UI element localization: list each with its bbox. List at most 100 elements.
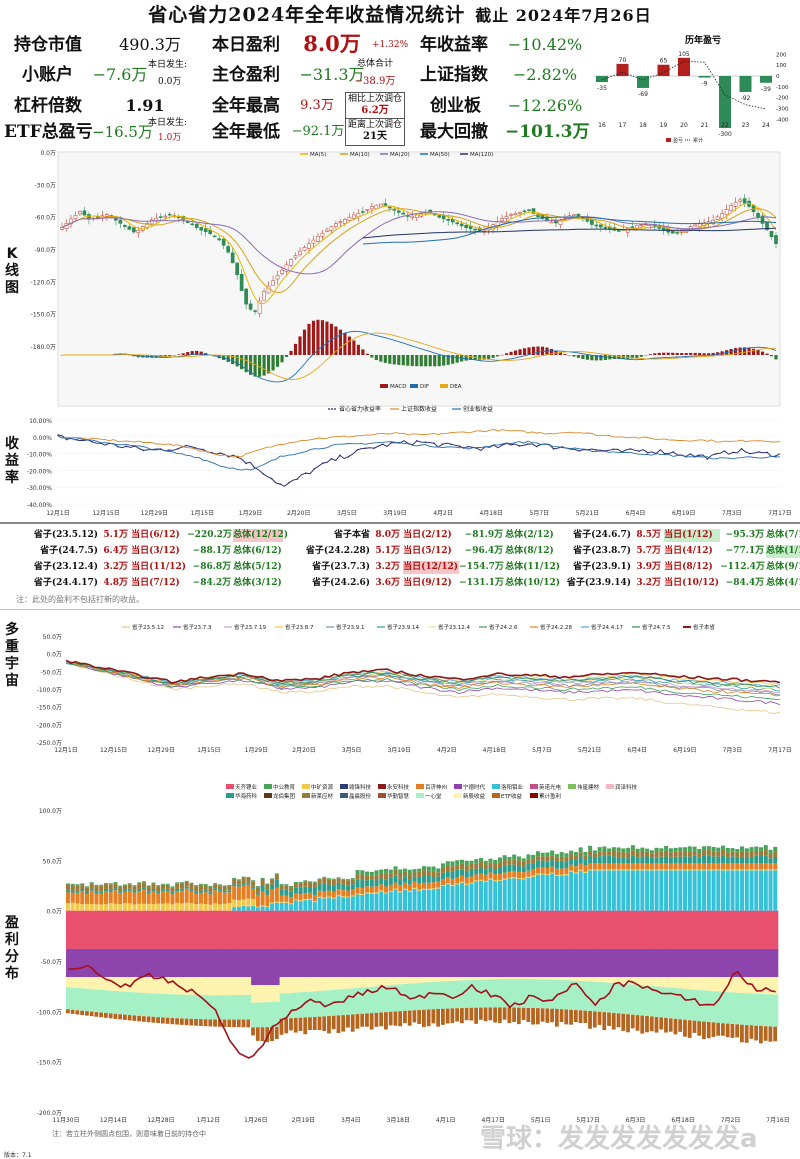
pd-pos-bar (692, 846, 697, 851)
pd-area-seg (94, 910, 100, 949)
pd-pos-bar (222, 890, 227, 893)
pd-area-seg (327, 948, 333, 978)
compare-cell: 省子(24.2.28) 5.1万 当日(5/12) −96.4万 总体(8/12) (292, 545, 555, 558)
pd-area-seg (516, 977, 522, 980)
pd-area-seg (407, 977, 413, 984)
returns-point (304, 472, 307, 474)
pd-area-seg (222, 948, 228, 978)
pd-area-seg (654, 948, 660, 978)
pd-pos-bar (735, 869, 740, 871)
macd-bar (365, 353, 369, 355)
pd-pos-bar (687, 856, 692, 864)
small-today-label: 本日发生: (148, 60, 188, 70)
pd-area-seg (512, 948, 518, 978)
pd-pos-bar (308, 898, 313, 900)
pd-pos-bar (540, 867, 545, 874)
pd-pos-bar (232, 878, 237, 885)
pd-pos-bar (635, 869, 640, 871)
candle-body (235, 262, 239, 276)
pd-area-seg (251, 985, 257, 1003)
pd-etf-bar (697, 1021, 702, 1036)
pd-pos-bar (217, 904, 222, 911)
pd-area-seg (759, 994, 765, 1026)
pd-area-seg (270, 1001, 276, 1027)
macd-bar (415, 355, 419, 367)
pd-etf-bar (630, 1014, 635, 1029)
pd-pos-bar (146, 903, 151, 911)
pd-pos-bar (554, 875, 559, 911)
pd-etf-bar (336, 1015, 341, 1034)
pd-pos-bar (118, 886, 123, 892)
pd-etf-bar (94, 1012, 99, 1017)
pd-area-seg (474, 977, 480, 980)
pd-pos-bar (554, 854, 559, 858)
pd-area-seg (75, 987, 81, 1011)
year-low-label: 全年最低 (212, 122, 280, 142)
pd-pos-bar (422, 888, 427, 890)
pd-pos-bar (611, 870, 616, 911)
compare-day-rank: 当日(12/12) (403, 561, 460, 574)
returns-x-tick: 12月1日 (46, 510, 69, 517)
returns-x-tick: 12月15日 (92, 510, 119, 517)
pd-area-seg (84, 910, 91, 949)
pd-pos-bar (440, 884, 446, 886)
pd-etf-bar (274, 1026, 279, 1040)
pd-pos-bar (179, 882, 184, 884)
mv-line (65, 659, 781, 684)
pd-area-seg (279, 993, 285, 1019)
yearly-bar-value: 65 (660, 58, 668, 65)
pd-pos-bar (749, 869, 754, 871)
pd-pos-bar (592, 863, 597, 870)
pd-area-seg (384, 948, 390, 978)
pd-area-seg (502, 910, 508, 949)
pd-area-seg (217, 977, 223, 996)
candle-body (639, 224, 644, 226)
pd-area-seg (474, 910, 480, 949)
pd-pos-bar (545, 867, 550, 875)
pd-area-seg (165, 977, 171, 995)
pd-pos-bar (388, 873, 393, 878)
pd-area-seg (621, 910, 627, 949)
pd-etf-bar (459, 1008, 464, 1024)
macd-bar (258, 355, 262, 377)
pd-area-seg (279, 948, 285, 978)
pd-area-seg (450, 948, 456, 978)
yearly-bar (616, 63, 629, 76)
returns-y-tick: 0.00% (33, 435, 52, 442)
pd-etf-bar (175, 1018, 179, 1025)
pd-area-seg (355, 987, 361, 1015)
pd-area-seg (407, 983, 413, 1011)
pd-pos-bar (583, 872, 588, 911)
pd-pos-bar (773, 870, 778, 911)
pd-pos-bar (118, 904, 123, 911)
pd-area-seg (706, 948, 712, 978)
compare-cell: 省子(24.4.17) 4.8万 当日(7/12) −84.2万 总体(3/12) (20, 577, 283, 590)
pd-pos-bar (184, 881, 189, 887)
pd-area-seg (763, 910, 769, 949)
pd-pos-bar (445, 883, 450, 885)
pd-pos-bar (607, 848, 612, 852)
pd-etf-bar (673, 1018, 678, 1035)
pd-area-seg (265, 910, 271, 949)
pd-pos-bar (403, 876, 408, 883)
pd-pos-bar (683, 870, 688, 911)
pd-pos-bar (668, 863, 673, 870)
macd-bar (226, 355, 230, 362)
pd-area-seg (260, 1002, 266, 1028)
pd-area-seg (635, 977, 641, 985)
pd-legend-label: 英诺光电 (539, 783, 562, 791)
macd-bar (293, 343, 298, 355)
pd-pos-bar (668, 848, 673, 853)
compare-cell: 省子(24.2.6) 3.6万 当日(9/12) −131.1万总体(10/12) (292, 577, 560, 590)
pd-pos-bar (545, 874, 550, 876)
returns-point (57, 434, 59, 436)
candle-body (73, 215, 78, 220)
pd-area-seg (146, 993, 152, 1017)
pd-area-seg (374, 910, 380, 949)
pd-area-seg (360, 987, 366, 1014)
pd-pos-bar (535, 860, 540, 868)
today-profit-label: 本日盈利 (212, 35, 280, 55)
pd-area-seg (103, 977, 110, 991)
pd-pos-bar (146, 885, 151, 887)
candle-body (522, 210, 527, 213)
